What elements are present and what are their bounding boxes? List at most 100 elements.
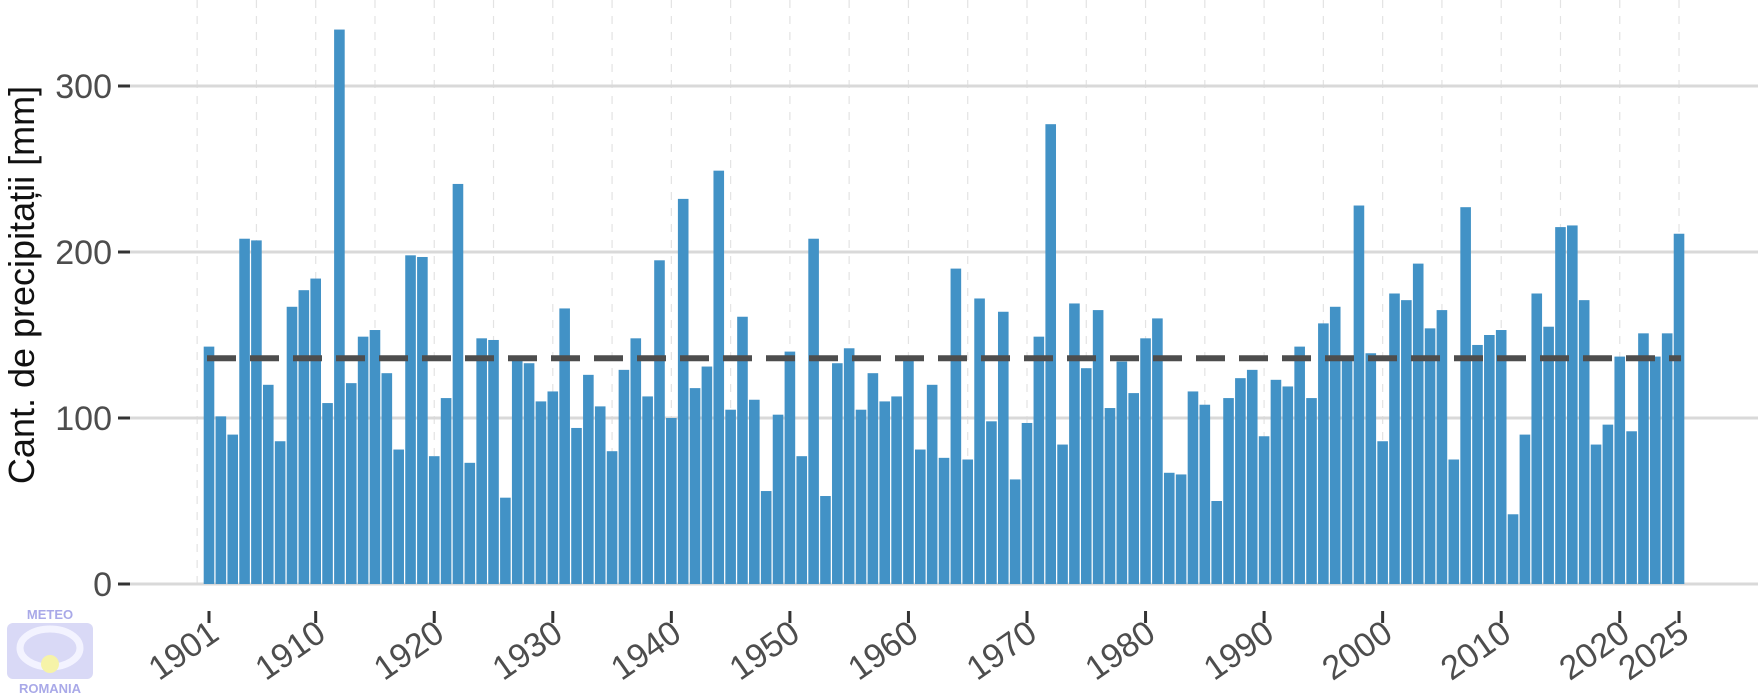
- bar-2023: [1650, 356, 1661, 584]
- bar-2010: [1495, 330, 1507, 584]
- bar-1989: [1246, 369, 1258, 584]
- bar-1902: [215, 416, 227, 584]
- bar-1923: [464, 462, 476, 584]
- bar-2011: [1507, 514, 1519, 584]
- bar-2002: [1401, 300, 1412, 584]
- bar-1978: [1116, 361, 1128, 584]
- y-tick-label-200: 200: [55, 234, 112, 272]
- bar-1959: [891, 396, 902, 584]
- bar-1970: [1021, 422, 1033, 584]
- bar-1932: [571, 427, 582, 584]
- bar-1951: [796, 456, 808, 584]
- bar-1956: [855, 409, 867, 584]
- bar-1914: [357, 336, 369, 584]
- bar-2021: [1626, 431, 1637, 584]
- bar-1939: [654, 260, 665, 584]
- y-tick-label-0: 0: [93, 566, 112, 604]
- bar-2019: [1602, 424, 1614, 584]
- bar-2001: [1389, 293, 1400, 584]
- x-tick-label-1910: 1910: [249, 613, 333, 688]
- bar-1953: [820, 496, 831, 584]
- x-tick-label-2000: 2000: [1315, 613, 1399, 688]
- bar-2024: [1661, 333, 1673, 584]
- bar-2014: [1543, 326, 1554, 584]
- bar-1963: [938, 457, 950, 584]
- x-tick-label-1940: 1940: [604, 613, 688, 688]
- bar-1901: [203, 346, 215, 584]
- bar-2015: [1555, 227, 1566, 584]
- bar-1947: [749, 399, 760, 584]
- bar-2020: [1614, 356, 1626, 584]
- x-tick-label-1930: 1930: [486, 613, 570, 688]
- bar-1944: [713, 170, 725, 584]
- bar-1912: [334, 29, 345, 585]
- bar-1958: [879, 401, 891, 584]
- bar-1976: [1092, 310, 1104, 584]
- bar-1997: [1341, 356, 1353, 584]
- bar-1946: [737, 316, 748, 584]
- bar-1955: [843, 348, 855, 584]
- bar-1907: [274, 441, 286, 584]
- y-axis: 0 100 200 300: [55, 68, 130, 604]
- bar-1988: [1235, 378, 1246, 584]
- bar-2000: [1377, 441, 1388, 584]
- bar-1915: [369, 330, 381, 584]
- bar-2007: [1460, 207, 1471, 584]
- x-tick-label-1901: 1901: [142, 613, 226, 688]
- bar-1933: [583, 374, 594, 584]
- logo-sun-icon: [41, 655, 59, 673]
- bar-2022: [1638, 333, 1649, 584]
- bar-1980: [1140, 338, 1151, 584]
- bar-1957: [867, 373, 879, 584]
- bar-1993: [1294, 346, 1305, 584]
- bar-1983: [1175, 474, 1187, 584]
- bar-1918: [405, 255, 416, 584]
- bar-1987: [1223, 398, 1234, 584]
- x-axis: 1901 1910 1920 1930 1940 1950 1960 1970 1980 1990…: [142, 611, 1696, 688]
- y-tick-label-300: 300: [55, 68, 112, 106]
- bar-1921: [440, 398, 452, 584]
- bar-1995: [1318, 323, 1329, 584]
- bar-1925: [488, 339, 499, 584]
- bar-2003: [1412, 263, 1424, 584]
- x-tick-label-2025: 2025: [1612, 613, 1696, 688]
- bar-1920: [428, 456, 440, 584]
- bar-2005: [1436, 310, 1448, 584]
- bar-1929: [535, 401, 547, 584]
- bar-1943: [701, 366, 713, 584]
- bar-1927: [511, 359, 523, 584]
- bars: [203, 29, 1685, 585]
- x-tick-label-2010: 2010: [1434, 613, 1518, 688]
- bar-1966: [974, 298, 985, 584]
- bar-1930: [547, 391, 559, 584]
- bar-1964: [950, 268, 962, 584]
- y-tick-label-100: 100: [55, 400, 112, 438]
- bar-1965: [962, 459, 974, 584]
- bar-1975: [1080, 368, 1092, 584]
- bar-1972: [1045, 124, 1057, 585]
- bar-1996: [1329, 306, 1341, 584]
- bar-1942: [689, 388, 701, 584]
- x-tick-label-1970: 1970: [960, 613, 1044, 688]
- bar-1985: [1199, 404, 1211, 584]
- bar-1909: [298, 290, 310, 584]
- bar-1994: [1306, 398, 1317, 584]
- bar-2017: [1578, 300, 1590, 584]
- bar-1977: [1104, 408, 1116, 584]
- bar-1908: [286, 306, 298, 584]
- bar-1998: [1353, 205, 1365, 584]
- bar-1950: [784, 351, 796, 584]
- bar-1935: [606, 451, 618, 584]
- x-tick-label-1990: 1990: [1197, 613, 1281, 688]
- bar-2004: [1424, 328, 1436, 584]
- bar-1937: [630, 338, 642, 584]
- bar-1971: [1033, 336, 1045, 584]
- bar-1931: [559, 308, 570, 584]
- bar-1911: [322, 403, 333, 584]
- bar-1961: [915, 449, 926, 584]
- bar-1954: [832, 363, 843, 584]
- bar-1924: [476, 338, 487, 584]
- bar-1960: [903, 358, 914, 584]
- meteo-romania-logo: METEO ROMANIA: [7, 607, 93, 695]
